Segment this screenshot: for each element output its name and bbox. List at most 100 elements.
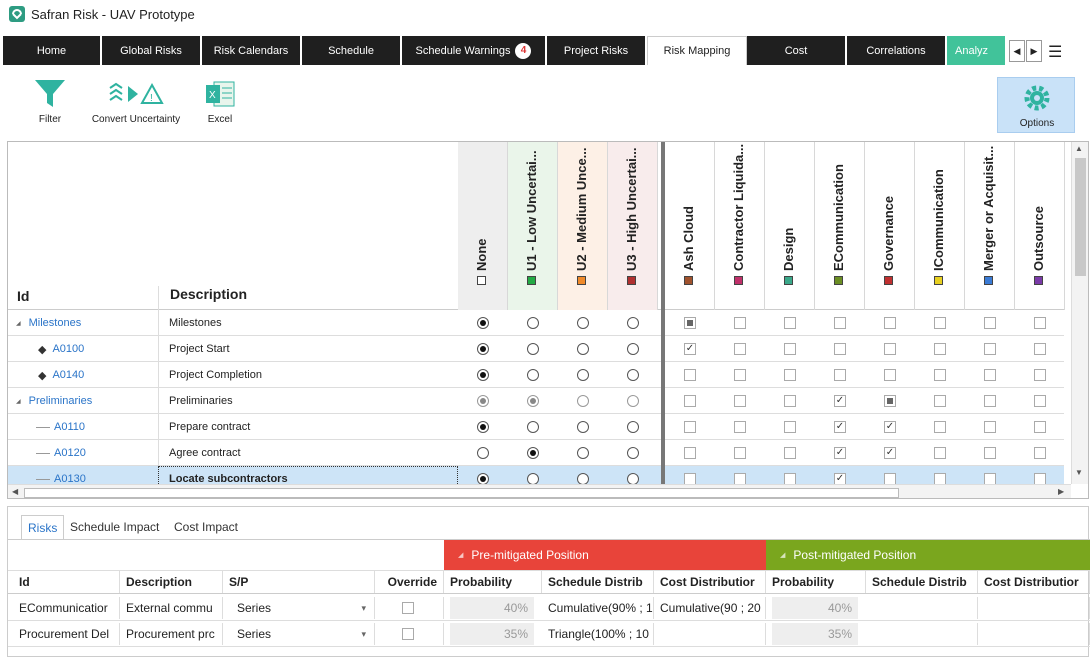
tab-schedule[interactable]: Schedule [302,36,402,65]
uncertainty-radio[interactable] [527,395,539,407]
options-button[interactable]: Options [997,77,1075,133]
risk-checkbox[interactable] [984,421,996,433]
uncertainty-radio[interactable] [477,421,489,433]
tab-risks[interactable]: Risks [21,515,65,539]
tab-correlations[interactable]: Correlations [847,36,947,65]
risk-checkbox[interactable] [734,343,746,355]
risk-checkbox[interactable] [684,369,696,381]
risk-column-5[interactable]: ICommunication [915,142,965,310]
scroll-left-icon[interactable]: ◀ [12,487,19,496]
risk-checkbox[interactable] [784,343,796,355]
uncertainty-column-1[interactable]: U1 - Low Uncertai... [508,142,558,310]
uncertainty-radio[interactable] [577,395,589,407]
risk-checkbox[interactable]: ✓ [884,447,896,459]
tab-scroll-right-icon[interactable]: ▶ [1026,40,1042,62]
uncertainty-radio[interactable] [627,395,639,407]
risk-checkbox[interactable] [934,421,946,433]
risk-checkbox[interactable] [1034,317,1046,329]
risk-checkbox[interactable] [784,369,796,381]
column-splitter[interactable] [661,142,665,484]
convert-uncertainty-button[interactable]: ! Convert Uncertainty [88,74,184,125]
hscroll-thumb[interactable] [24,488,899,498]
override-cell[interactable] [375,623,444,645]
risks-column-header[interactable]: Override [375,571,444,593]
risks-column-header[interactable]: Schedule Distrib [866,571,978,593]
uncertainty-radio[interactable] [527,447,539,459]
collapse-tree-icon[interactable]: ◢ [16,398,21,405]
post-mitigated-header[interactable]: ◢ Post-mitigated Position [766,540,1090,570]
risks-column-header[interactable]: Id [8,571,120,593]
menu-icon[interactable]: ☰ [1048,44,1063,61]
risk-checkbox[interactable] [934,369,946,381]
risk-column-3[interactable]: ECommunication [815,142,865,310]
risk-checkbox[interactable] [784,395,796,407]
risk-checkbox[interactable] [934,317,946,329]
row-id-cell[interactable]: ◢ Milestones [8,310,158,336]
row-description-cell[interactable]: Agree contract [158,440,458,466]
uncertainty-radio[interactable] [577,421,589,433]
row-description-cell[interactable]: Project Completion [158,362,458,388]
tab-analyze[interactable]: Analyz [947,36,1007,65]
risk-checkbox[interactable] [734,421,746,433]
risks-column-header[interactable]: Cost Distributior [978,571,1090,593]
scroll-down-icon[interactable]: ▼ [1075,468,1083,477]
pre-mitigated-header[interactable]: ◢ Pre-mitigated Position [444,540,766,570]
risk-checkbox[interactable] [1034,343,1046,355]
risk-checkbox[interactable] [734,369,746,381]
collapse-tree-icon[interactable]: ◢ [16,320,21,327]
risk-column-2[interactable]: Design [765,142,815,310]
description-column-header[interactable]: Description [158,286,458,310]
risk-checkbox[interactable]: ✓ [834,447,846,459]
uncertainty-radio[interactable] [577,343,589,355]
risk-checkbox[interactable] [684,447,696,459]
uncertainty-radio[interactable] [577,447,589,459]
risks-table-row[interactable]: ECommunicatior External commu Series ▾ 40% Cu… [8,595,1090,621]
risks-table-row[interactable]: Procurement Del Procurement prc Series ▾ 35%… [8,621,1090,647]
risk-checkbox[interactable] [734,317,746,329]
risk-checkbox[interactable] [984,447,996,459]
tab-global-risks[interactable]: Global Risks [102,36,202,65]
uncertainty-radio[interactable] [627,369,639,381]
risk-id-cell[interactable]: Procurement Del [8,623,120,645]
risk-column-1[interactable]: Contractor Liquida... [715,142,765,310]
table-row[interactable]: ◢ Preliminaries Preliminaries ✓ [8,388,1064,414]
uncertainty-column-2[interactable]: U2 - Medium Unce... [558,142,608,310]
tab-schedule-warnings[interactable]: Schedule Warnings 4 [402,36,547,65]
horizontal-scrollbar[interactable]: ◀ ▶ [8,484,1071,498]
risk-id-cell[interactable]: ECommunicatior [8,597,120,619]
risk-checkbox[interactable] [684,421,696,433]
filter-button[interactable]: Filter [30,74,70,125]
risk-checkbox[interactable] [834,369,846,381]
risk-column-0[interactable]: Ash Cloud [665,142,715,310]
override-checkbox[interactable] [402,628,414,640]
table-row[interactable]: A0110 Prepare contract ✓ ✓ [8,414,1064,440]
pre-probability-cell[interactable]: 35% [450,623,534,645]
row-id-cell[interactable]: ◆ A0100 [8,336,158,362]
table-row[interactable]: ◆ A0100 Project Start ✓ [8,336,1064,362]
table-row[interactable]: ◢ Milestones Milestones [8,310,1064,336]
tab-cost[interactable]: Cost [747,36,847,65]
risk-checkbox[interactable] [1034,395,1046,407]
row-id-cell[interactable]: A0120 [8,440,158,466]
vertical-scrollbar[interactable]: ▲ ▼ [1071,142,1088,484]
risk-checkbox[interactable] [934,447,946,459]
excel-button[interactable]: X Excel [200,74,240,125]
row-id-cell[interactable]: A0110 [8,414,158,440]
risks-column-header[interactable]: Schedule Distrib [542,571,654,593]
row-description-cell[interactable]: Preliminaries [158,388,458,414]
row-description-cell[interactable]: Prepare contract [158,414,458,440]
tab-project-risks[interactable]: Project Risks [547,36,647,65]
scrollbar-thumb[interactable] [1075,158,1086,276]
tab-home[interactable]: Home [3,36,102,65]
risk-column-6[interactable]: Merger or Acquisit... [965,142,1015,310]
tab-risk-mapping[interactable]: Risk Mapping [647,36,747,65]
pre-cost-distribution-cell[interactable] [654,623,766,645]
post-schedule-distribution-cell[interactable] [866,623,978,645]
uncertainty-column-3[interactable]: U3 - High Uncertai... [608,142,658,310]
risk-column-7[interactable]: Outsource [1015,142,1065,310]
pre-cost-distribution-cell[interactable]: Cumulative(90 ; 20 [654,597,766,619]
post-schedule-distribution-cell[interactable] [866,597,978,619]
risk-checkbox[interactable] [984,343,996,355]
risk-column-4[interactable]: Governance [865,142,915,310]
uncertainty-radio[interactable] [627,421,639,433]
